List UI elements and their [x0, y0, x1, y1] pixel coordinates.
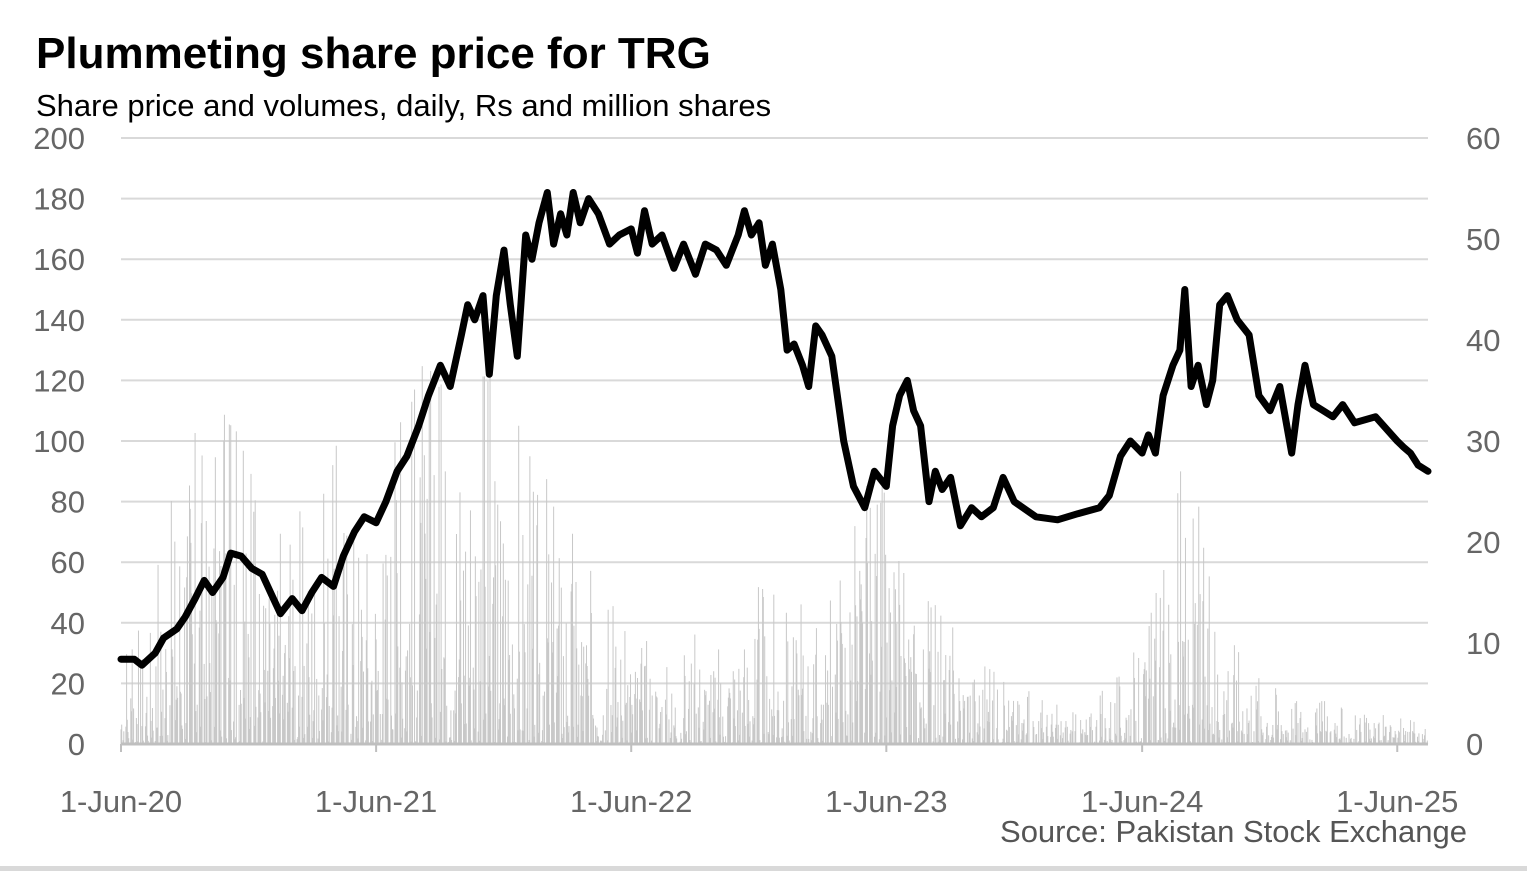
- x-axis: [120, 742, 1428, 752]
- volume-bars: [120, 366, 1429, 744]
- right-y-axis: 0 10 20 30 40 50 60: [1466, 121, 1500, 762]
- right-y-tick-label: 0: [1466, 727, 1483, 762]
- left-y-tick-label: 60: [51, 545, 85, 580]
- left-y-tick-label: 0: [68, 727, 85, 762]
- x-tick-label: 1-Jun-20: [60, 784, 182, 819]
- x-tick-label: 1-Jun-23: [825, 784, 947, 819]
- left-y-tick-label: 180: [33, 182, 85, 217]
- left-y-tick-label: 200: [33, 121, 85, 156]
- bottom-divider: [0, 866, 1527, 871]
- left-y-tick-label: 160: [33, 242, 85, 277]
- right-y-tick-label: 40: [1466, 323, 1500, 358]
- right-y-tick-label: 20: [1466, 525, 1500, 560]
- chart-title: Plummeting share price for TRG: [36, 29, 711, 78]
- x-axis-labels: 1-Jun-20 1-Jun-21 1-Jun-22 1-Jun-23 1-Jun-24…: [60, 784, 1459, 819]
- left-y-tick-label: 140: [33, 303, 85, 338]
- left-y-tick-label: 100: [33, 424, 85, 459]
- x-tick-label: 1-Jun-21: [315, 784, 437, 819]
- left-y-tick-label: 40: [51, 606, 85, 641]
- right-y-tick-label: 50: [1466, 222, 1500, 257]
- price-line-layer: [117, 189, 1432, 669]
- x-tick-label: 1-Jun-25: [1336, 784, 1458, 819]
- x-tick-label: 1-Jun-22: [570, 784, 692, 819]
- left-y-tick-label: 20: [51, 666, 85, 701]
- right-y-tick-label: 10: [1466, 626, 1500, 661]
- right-y-tick-label: 30: [1466, 424, 1500, 459]
- left-y-tick-label: 120: [33, 363, 85, 398]
- left-y-tick-label: 80: [51, 485, 85, 520]
- price-line: [117, 189, 1432, 669]
- chart-subtitle: Share price and volumes, daily, Rs and m…: [36, 88, 772, 123]
- source-note: Source: Pakistan Stock Exchange: [1000, 814, 1467, 849]
- left-y-axis: 0 20 40 60 80 100 120 140 160 180 200: [33, 121, 85, 762]
- right-y-tick-label: 60: [1466, 121, 1500, 156]
- x-tick-label: 1-Jun-24: [1081, 784, 1203, 819]
- gridlines: [121, 137, 1428, 685]
